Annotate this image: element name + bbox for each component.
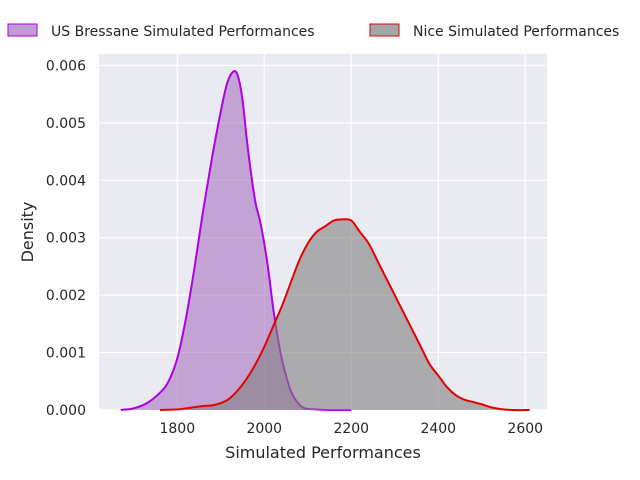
density-area-series-2 [159, 219, 530, 411]
legend: US Bressane Simulated Performances Nice … [7, 23, 619, 40]
y-tick-label: 0.001 [46, 346, 86, 362]
density-line-series-2 [159, 218, 530, 412]
y-tick-label: 0.002 [46, 288, 86, 304]
density-area-series-1 [120, 70, 352, 411]
x-tick-label: 2200 [333, 421, 369, 437]
y-tick-label: 0.005 [46, 116, 86, 132]
y-axis-label: Density [18, 202, 37, 263]
x-tick-label: 1800 [159, 421, 195, 437]
legend-label-series-2: Nice Simulated Performances [413, 24, 619, 40]
legend-swatch-series-1 [7, 23, 38, 37]
x-tick-label: 2400 [420, 421, 456, 437]
y-tick-label: 0.006 [46, 58, 86, 74]
density-series [120, 70, 530, 412]
legend-label-series-1: US Bressane Simulated Performances [51, 24, 315, 40]
y-tick-label: 0.003 [46, 231, 86, 247]
y-tick-label: 0.000 [46, 403, 86, 419]
y-tick-label: 0.004 [46, 173, 86, 189]
tick-labels: 1800 2000 2200 2400 2600 0.000 0.001 0.002 0.003… [46, 58, 543, 437]
legend-swatch-series-2 [369, 23, 400, 37]
x-tick-label: 2000 [246, 421, 282, 437]
x-axis-label: Simulated Performances [225, 443, 421, 462]
x-tick-label: 2600 [507, 421, 543, 437]
